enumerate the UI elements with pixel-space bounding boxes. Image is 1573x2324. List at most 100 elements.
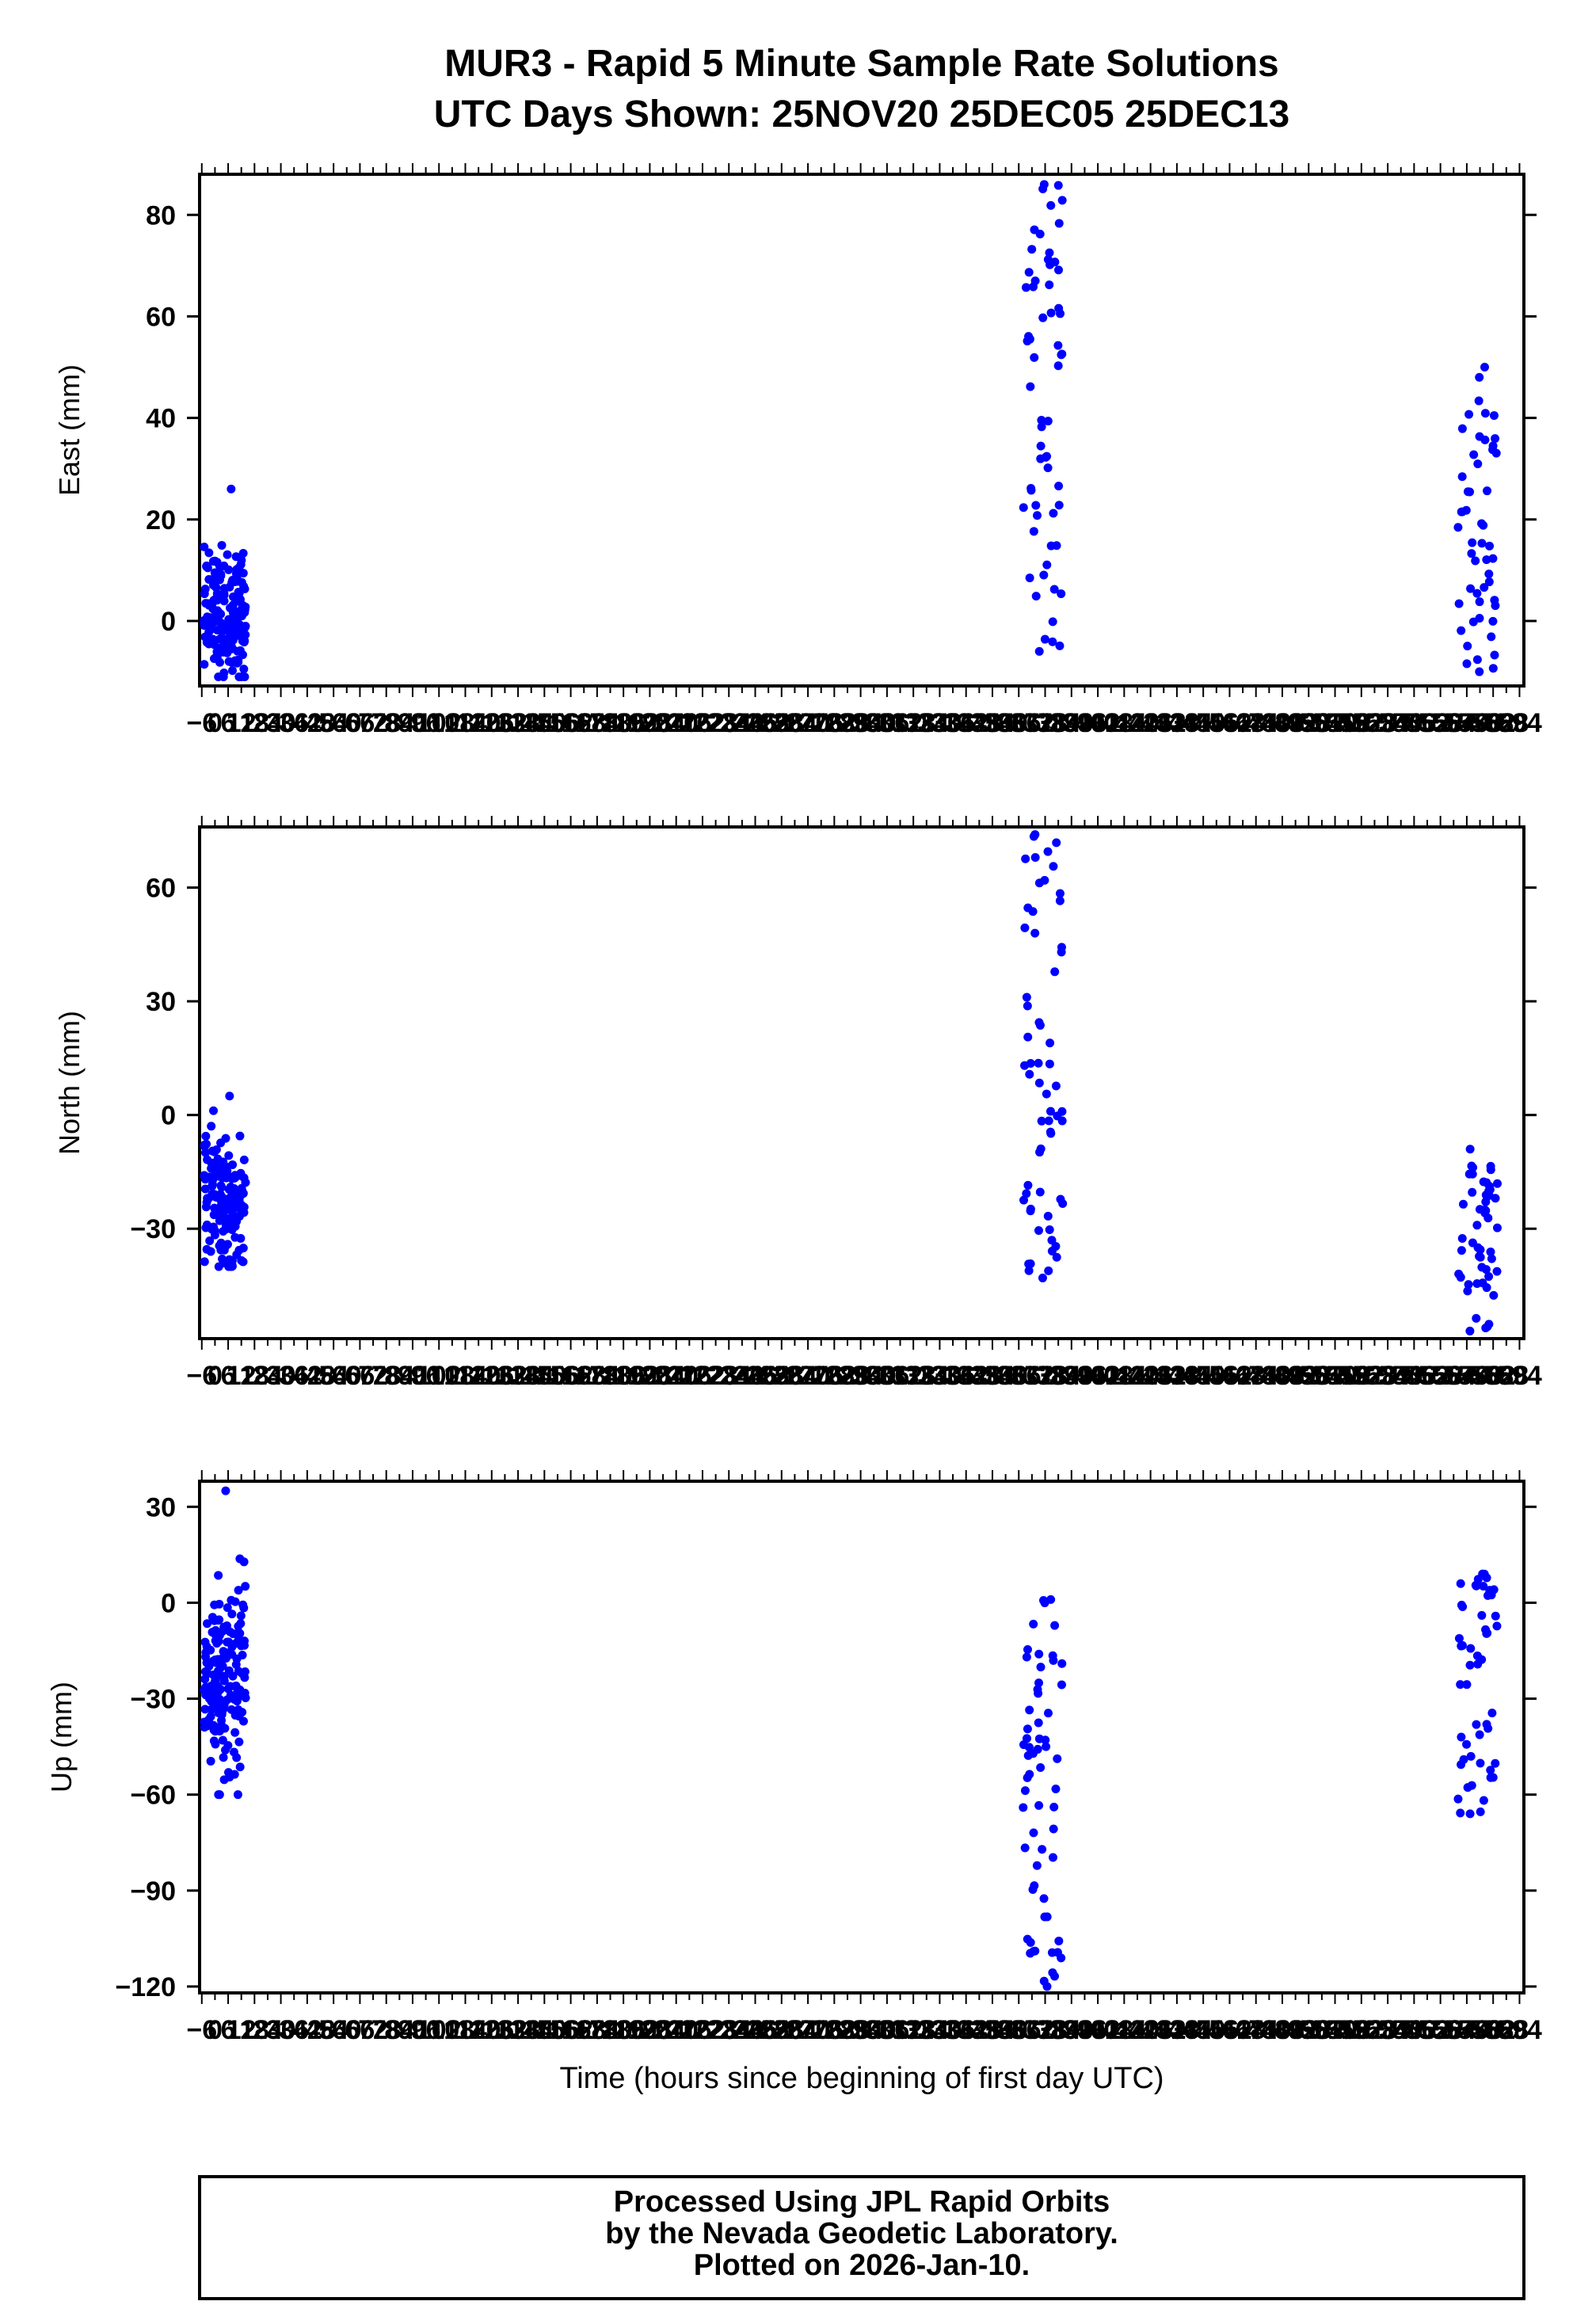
east-x-tick-label: 384 — [1036, 708, 1081, 738]
east-y-axis: 0 20 40 60 80 — [146, 200, 1537, 637]
north-data-point — [216, 1181, 226, 1191]
up-x-tick-label: 132 — [482, 2015, 528, 2045]
east-data-point — [200, 618, 210, 627]
up-data-point — [1043, 1709, 1053, 1718]
up-x-tick-label: 6 — [221, 2015, 236, 2045]
up-x-tick-label: 156 — [535, 2015, 581, 2045]
north-x-tick-label: 510 — [1312, 1361, 1358, 1391]
north-x-tick-label: 78 — [371, 1361, 402, 1391]
east-x-tick-label: 144 — [508, 708, 554, 738]
up-data-point — [203, 1669, 212, 1678]
east-data-point — [1030, 352, 1039, 362]
north-data-point — [1043, 1211, 1053, 1221]
up-data-point — [1456, 1808, 1465, 1818]
north-data-point — [1476, 1245, 1485, 1255]
east-data-point — [202, 638, 211, 647]
up-data-point — [1024, 1743, 1034, 1752]
up-data-point — [1488, 1773, 1498, 1782]
north-data-point — [216, 1138, 226, 1148]
north-x-tick-label: 222 — [680, 1361, 726, 1391]
east-data-point — [1480, 435, 1490, 444]
east-data-point — [232, 573, 242, 583]
up-x-tick-label: 588 — [1483, 2015, 1529, 2045]
north-data-point — [1052, 838, 1061, 848]
east-data-point — [1462, 659, 1472, 669]
north-x-tick-label: 480 — [1247, 1361, 1292, 1391]
north-data-point — [1043, 847, 1053, 856]
north-data-point — [1457, 1246, 1466, 1255]
up-data-point — [1030, 1881, 1039, 1891]
up-data-point — [1029, 1619, 1038, 1629]
north-x-tick-label: 204 — [641, 1361, 686, 1391]
east-x-tick-label: 408 — [1088, 708, 1133, 738]
north-data-point — [201, 1131, 211, 1141]
east-x-tick-label: 192 — [614, 708, 659, 738]
up-data-point — [1048, 1651, 1057, 1660]
north-x-tick-label: 534 — [1365, 1361, 1411, 1391]
north-data-point — [1034, 1058, 1043, 1068]
up-data-point — [223, 1603, 232, 1613]
east-data-point — [1480, 409, 1490, 418]
up-data-point — [1463, 1783, 1472, 1793]
east-data-point — [1475, 667, 1484, 676]
north-data-point — [230, 1187, 239, 1196]
up-x-tick-label: 114 — [444, 2015, 487, 2045]
up-x-tick-label: 228 — [693, 2015, 738, 2045]
north-x-tick-label: 564 — [1431, 1361, 1476, 1391]
north-data-point — [214, 1262, 223, 1271]
east-data-point — [205, 599, 215, 608]
north-data-point — [1465, 1145, 1475, 1154]
east-data-point — [228, 608, 238, 617]
up-data-point — [231, 1659, 241, 1669]
north-x-tick-label: 402 — [1076, 1361, 1121, 1391]
north-data-point — [1476, 1252, 1485, 1262]
footer-box — [198, 2175, 1525, 2300]
east-x-tick-label: 108 — [430, 708, 475, 738]
east-data-point — [219, 621, 229, 631]
up-panel: −606121824303642485460667278849096102108… — [45, 1470, 1542, 2045]
up-data-point — [200, 1705, 210, 1714]
north-data-point — [1454, 1269, 1464, 1278]
up-x-tick-label: 66 — [345, 2015, 375, 2045]
up-data-point — [238, 1600, 248, 1610]
up-x-tick-label: 480 — [1247, 2015, 1292, 2045]
north-data-point — [1475, 1205, 1484, 1214]
north-data-point — [228, 1160, 238, 1169]
east-x-tick-label: 510 — [1312, 708, 1358, 738]
north-data-point — [205, 1236, 215, 1245]
east-data-point — [1469, 450, 1479, 459]
north-data-point — [1024, 1259, 1034, 1269]
north-x-tick-label: 468 — [1221, 1361, 1266, 1391]
up-data-point — [1020, 1843, 1030, 1853]
up-data-point — [1491, 1758, 1500, 1768]
up-data-point — [1050, 1621, 1060, 1630]
east-x-tick-label: 114 — [444, 708, 487, 738]
north-x-tick-label: 324 — [904, 1361, 949, 1391]
east-x-tick-label: 450 — [1181, 708, 1226, 738]
up-data-point — [1025, 1705, 1034, 1715]
east-data-point — [1053, 341, 1063, 350]
east-x-tick-label: 102 — [417, 708, 462, 738]
up-data-point — [1042, 1912, 1052, 1922]
east-data-point — [1026, 486, 1036, 495]
up-data-point — [1054, 1936, 1064, 1945]
north-data-point — [208, 1179, 217, 1189]
north-x-tick-label: 414 — [1102, 1361, 1147, 1391]
north-x-tick-label: 126 — [469, 1361, 514, 1391]
east-x-tick-label: 456 — [1194, 708, 1239, 738]
up-data-point — [223, 1768, 233, 1777]
north-data-point — [237, 1206, 246, 1215]
up-data-point — [1456, 1680, 1465, 1690]
north-x-tick-label: 120 — [456, 1361, 501, 1391]
north-data-point — [1022, 1189, 1031, 1198]
up-x-tick-label: 150 — [522, 2015, 567, 2045]
up-data-point — [221, 1745, 230, 1754]
north-data-point — [218, 1254, 227, 1263]
east-x-tick-label: 222 — [680, 708, 726, 738]
east-data-point — [1468, 538, 1477, 547]
up-x-tick-label: 162 — [548, 2015, 593, 2045]
east-data-point — [1457, 626, 1466, 635]
up-x-tick-label: 0 — [208, 2015, 223, 2045]
up-data-point — [215, 1790, 224, 1800]
up-y-axis: −120 −90 −60 −30 0 30 — [115, 1492, 1537, 2002]
